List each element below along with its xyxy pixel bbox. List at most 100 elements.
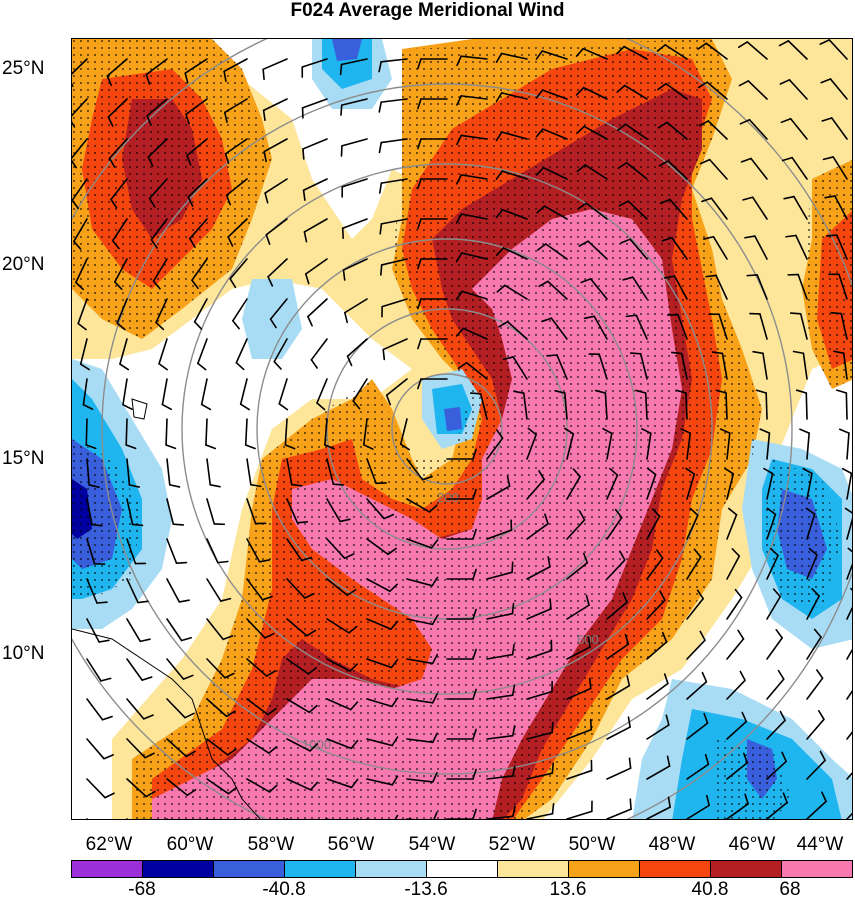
wind-barb: [766, 393, 767, 419]
colorbar-swatch-7: [569, 861, 640, 877]
wind-barb: [847, 677, 853, 699]
wind-barb-feather: [103, 717, 112, 720]
wind-barb: [87, 779, 105, 798]
wind-barb: [198, 339, 207, 363]
colorbar: [71, 860, 853, 878]
wind-barb-feather: [308, 317, 312, 326]
wind-barb: [567, 811, 592, 819]
lat-label-15n: 15°N: [2, 448, 44, 470]
lat-label-10n: 10°N: [2, 643, 44, 665]
map-panel: 200 600 1000: [71, 38, 853, 820]
wind-barb-feather: [142, 677, 152, 680]
wind-barb-feather: [198, 363, 206, 369]
wind-barb: [607, 809, 631, 819]
wind-barb: [287, 819, 311, 820]
lon-label-52w: 52°W: [489, 834, 536, 856]
wind-barb-feather: [552, 804, 553, 814]
wind-barb: [367, 819, 392, 820]
wind-barb-feather: [843, 469, 852, 474]
colorbar-swatch-1: [143, 861, 214, 877]
colorbar-swatch-10: [782, 861, 852, 877]
wind-barb-feather: [672, 352, 682, 353]
wind-barb-feather: [246, 445, 255, 449]
wind-barb: [727, 639, 744, 659]
wind-barb-feather: [626, 315, 636, 316]
colorbar-label-neg13-6: -13.6: [404, 879, 447, 901]
wind-barb-feather: [97, 602, 107, 603]
wind-barb-feather: [297, 522, 307, 523]
wind-barb-feather: [381, 265, 382, 275]
wind-barb: [246, 419, 247, 445]
wind-barb: [167, 459, 170, 485]
wind-barb: [407, 819, 433, 820]
wind-barb-feather: [550, 599, 551, 609]
lon-label-62w: 62°W: [86, 834, 133, 856]
wind-barb: [87, 739, 104, 759]
wind-barb-feather: [138, 601, 148, 602]
wind-barb-feather: [837, 390, 847, 393]
wind-barb-feather: [630, 758, 631, 768]
wind-barb: [807, 678, 823, 699]
wind-barb: [342, 139, 367, 146]
wind-barb-feather: [173, 524, 183, 525]
wind-barb-feather: [279, 404, 287, 410]
wind-barb-feather: [628, 717, 630, 727]
wind-barb-feather: [133, 524, 143, 525]
wind-barb-feather: [274, 362, 281, 369]
wind-barb: [263, 59, 287, 69]
colorbar-swatch-0: [72, 861, 143, 877]
wind-barb: [806, 393, 807, 419]
lon-label-60w: 60°W: [167, 834, 214, 856]
wind-barb-feather: [512, 562, 513, 572]
colorbar-label-40-8: 40.8: [692, 879, 729, 901]
wind-barb-feather: [140, 639, 150, 641]
wind-barb-feather: [827, 235, 837, 236]
wind-barb: [202, 379, 207, 404]
wind-barb-feather: [817, 670, 823, 678]
wind-barb: [247, 459, 251, 485]
wind-barb-feather: [311, 360, 317, 368]
colorbar-swatch-8: [640, 861, 711, 877]
wind-barb: [206, 419, 207, 445]
lon-label-50w: 50°W: [569, 834, 616, 856]
wind-barb: [207, 819, 229, 820]
wind-barb: [86, 419, 87, 445]
lat-label-25n: 25°N: [2, 58, 44, 80]
wind-barb: [767, 638, 782, 659]
wind-barb: [127, 659, 142, 680]
wind-barb: [126, 419, 127, 445]
lon-label-44w: 44°W: [797, 834, 844, 856]
wind-barb-feather: [104, 755, 113, 759]
wind-barb-feather: [819, 711, 824, 720]
map-title: F024 Average Meridional Wind: [0, 0, 855, 22]
wind-barb-feather: [206, 445, 215, 448]
wind-barb-feather: [552, 763, 553, 773]
wind-barb-feather: [236, 363, 243, 370]
wind-barb-feather: [702, 673, 706, 682]
wind-barb: [236, 339, 247, 363]
wind-barb: [847, 718, 853, 739]
colorbar-swatch-3: [285, 861, 356, 877]
wind-barb-feather: [735, 590, 741, 598]
ring-label-200: 200: [437, 490, 459, 505]
wind-barb-feather: [195, 322, 202, 329]
wind-barb-feather: [159, 364, 167, 370]
wind-barb: [327, 819, 352, 820]
colorbar-label-13-6: 13.6: [550, 879, 587, 901]
wind-barb-feather: [379, 102, 381, 112]
wind-barb-feather: [99, 640, 109, 642]
wind-barb: [241, 379, 247, 404]
wind-barb: [311, 339, 327, 360]
wind-barb: [207, 579, 221, 601]
wind-barb: [167, 819, 188, 820]
wind-barb-feather: [840, 429, 849, 433]
wind-barb-feather: [631, 353, 641, 354]
wind-barb: [308, 299, 327, 317]
wind-barb: [127, 819, 147, 820]
wind-barb-feather: [233, 321, 239, 329]
wind-barb: [123, 379, 127, 405]
wind-barb-feather: [263, 69, 264, 79]
wind-barb-feather: [101, 678, 111, 681]
colorbar-swatch-6: [498, 861, 569, 877]
wind-barb: [167, 619, 182, 641]
